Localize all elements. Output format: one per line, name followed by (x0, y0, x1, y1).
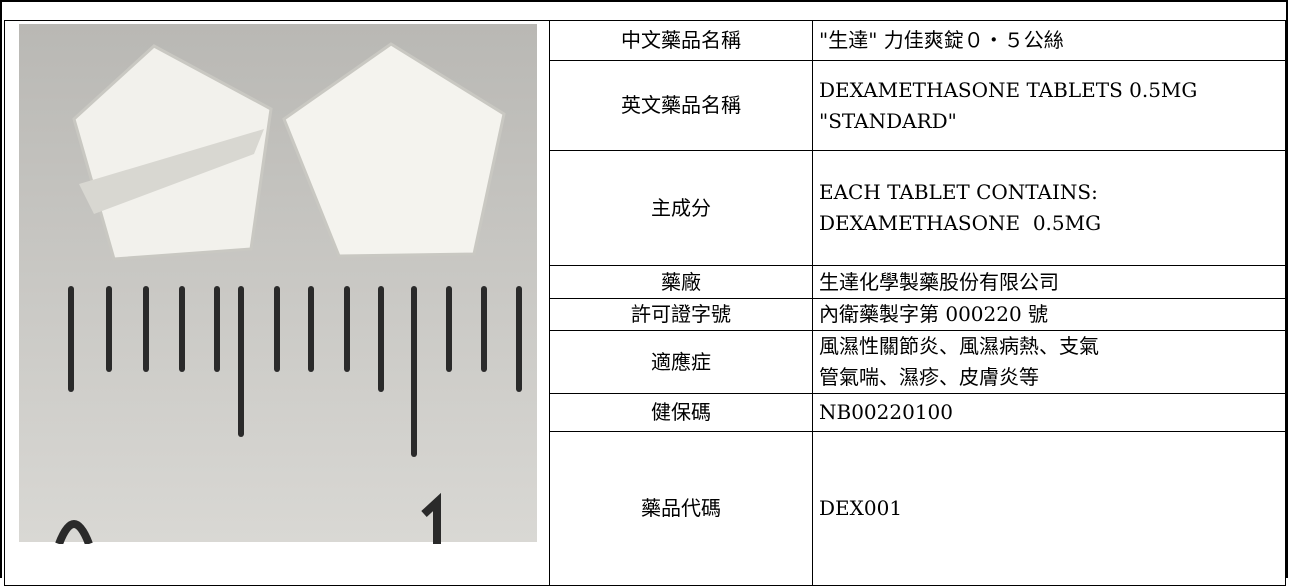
table-row: 健保碼 NB00220100 (5, 393, 1286, 432)
field-value: DEX001 (812, 431, 1286, 586)
table-row: 適應症 風濕性關節炎、風濕病熱、支氣 管氣喘、濕疹、皮膚炎等 (5, 330, 1286, 394)
field-label: 中文藥品名稱 (549, 20, 813, 61)
field-label: 藥品代碼 (549, 431, 813, 586)
value-line: "STANDARD" (819, 108, 957, 133)
value-line: EACH TABLET CONTAINS: (819, 180, 1098, 204)
field-label: 英文藥品名稱 (549, 60, 813, 151)
field-value: 風濕性關節炎、風濕病熱、支氣 管氣喘、濕疹、皮膚炎等 (812, 330, 1286, 394)
table-row: 藥廠 生達化學製藥股份有限公司 (5, 265, 1286, 299)
value-line: DEXAMETHASONE 0.5MG (819, 211, 1102, 235)
value-line: 風濕性關節炎、風濕病熱、支氣 (819, 334, 1099, 358)
value-line: NB00220100 (819, 400, 953, 424)
field-value: DEXAMETHASONE TABLETS 0.5MG "STANDARD" (812, 60, 1286, 151)
table-row: 中文藥品名稱 "生達" 力佳爽錠０‧５公絲 (4, 20, 1286, 586)
field-value: 生達化學製藥股份有限公司 (812, 265, 1286, 299)
table-row: 藥品代碼 DEX001 (5, 431, 1286, 586)
field-value: EACH TABLET CONTAINS: DEXAMETHASONE 0.5MG (812, 150, 1286, 266)
value-line: 管氣喘、濕疹、皮膚炎等 (819, 365, 1039, 389)
field-label: 適應症 (549, 330, 813, 394)
table-row: 英文藥品名稱 DEXAMETHASONE TABLETS 0.5MG "STANDA… (5, 60, 1286, 151)
field-label: 主成分 (549, 150, 813, 266)
table-row: 主成分 EACH TABLET CONTAINS: DEXAMETHASONE 0.… (5, 150, 1286, 266)
value-line: 內衛藥製字第 000220 號 (819, 302, 1049, 326)
field-label: 許可證字號 (549, 298, 813, 331)
value-line: 生達化學製藥股份有限公司 (819, 269, 1059, 294)
value-line: DEXAMETHASONE TABLETS 0.5MG (819, 77, 1198, 102)
value-line: DEX001 (819, 496, 903, 520)
field-value: 內衛藥製字第 000220 號 (812, 298, 1286, 331)
field-label: 健保碼 (549, 393, 813, 432)
field-value: NB00220100 (812, 393, 1286, 432)
photo-cell (4, 20, 550, 586)
tablet-photo (19, 24, 537, 544)
field-value: "生達" 力佳爽錠０‧５公絲 (812, 20, 1286, 61)
drug-info-table: 中文藥品名稱 "生達" 力佳爽錠０‧５公絲 英文藥品名稱 DEXAMETHASONE … (4, 20, 1286, 586)
field-label: 藥廠 (549, 265, 813, 299)
value-line: "生達" 力佳爽錠０‧５公絲 (819, 28, 1064, 52)
table-row: 許可證字號 內衛藥製字第 000220 號 (5, 298, 1286, 331)
